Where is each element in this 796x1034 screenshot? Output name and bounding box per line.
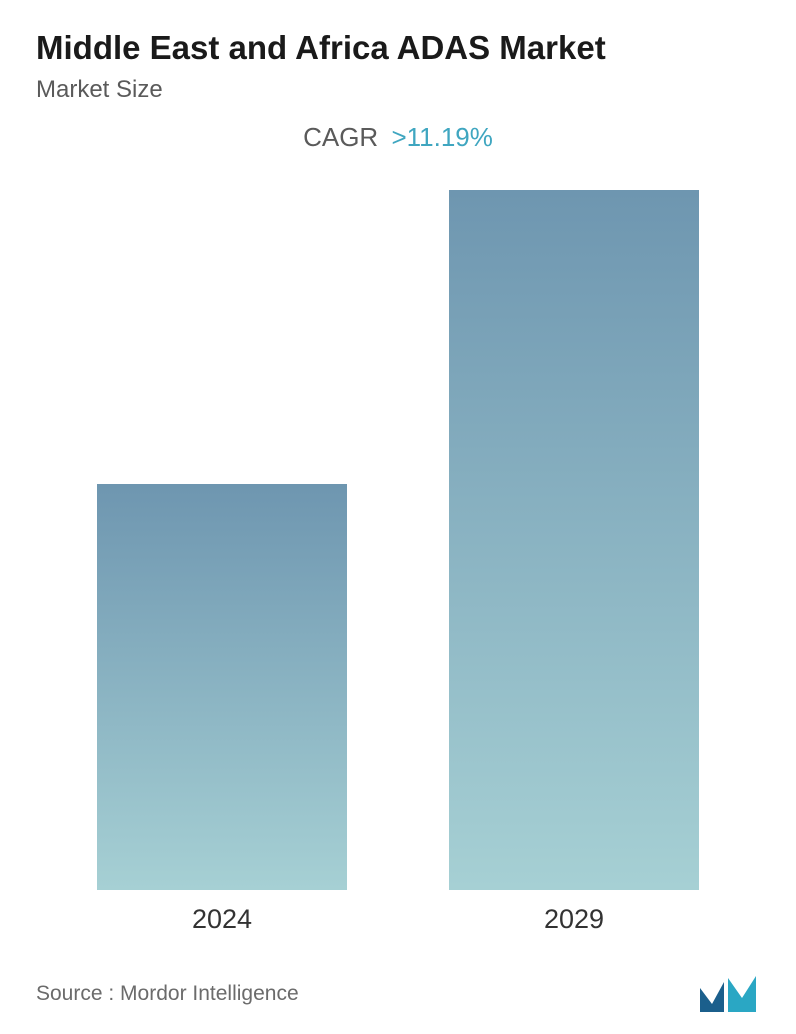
bar-group [398,190,750,890]
x-axis-label: 2024 [46,904,398,935]
cagr-value: >11.19% [391,122,492,152]
chart-title: Middle East and Africa ADAS Market [36,28,760,68]
bar [97,484,347,890]
x-axis-label: 2029 [398,904,750,935]
cagr-label: CAGR [303,122,378,152]
chart-plot-area: 20242029 [46,163,750,948]
x-axis-labels: 20242029 [46,890,750,948]
chart-footer: Source : Mordor Intelligence [36,952,760,1014]
chart-container: Middle East and Africa ADAS Market Marke… [0,0,796,1034]
bar-group [46,484,398,890]
mordor-logo-icon [698,974,760,1014]
chart-subtitle: Market Size [36,76,760,104]
bars-wrap [46,163,750,890]
source-text: Source : Mordor Intelligence [36,982,299,1006]
bar [449,190,699,890]
cagr-row: CAGR >11.19% [36,122,760,153]
